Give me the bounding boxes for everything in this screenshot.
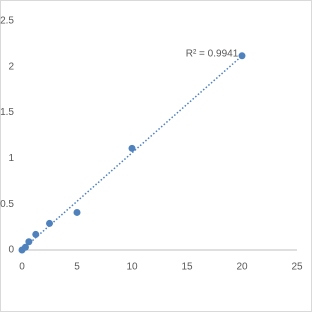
data-point — [25, 238, 33, 246]
y-tick-label: 1.5 — [0, 107, 14, 118]
data-point — [128, 144, 136, 152]
y-tick-label: 0 — [8, 245, 14, 256]
x-tick-label: 0 — [19, 262, 25, 273]
y-tick-label: 1 — [8, 153, 14, 164]
x-tick-label: 15 — [181, 262, 193, 273]
y-tick-label: 2.5 — [0, 16, 14, 27]
data-point — [238, 52, 246, 60]
r-squared-annotation: R² = 0.9941 — [186, 49, 239, 60]
x-tick-label: 20 — [236, 262, 248, 273]
data-point — [32, 230, 40, 238]
y-tick-label: 0.5 — [0, 199, 14, 210]
x-tick-label: 10 — [126, 262, 138, 273]
data-point — [21, 243, 29, 251]
y-tick-label: 2 — [8, 61, 14, 72]
data-point — [46, 219, 53, 227]
chart-border — [0, 0, 312, 312]
x-tick-label: 25 — [291, 262, 303, 273]
chart: R² = 0.9941 0 0.5 1 1.5 2 2.5 0 5 10 15 20 25 — [0, 0, 312, 312]
data-point — [73, 208, 81, 216]
x-tick-label: 5 — [74, 262, 80, 273]
